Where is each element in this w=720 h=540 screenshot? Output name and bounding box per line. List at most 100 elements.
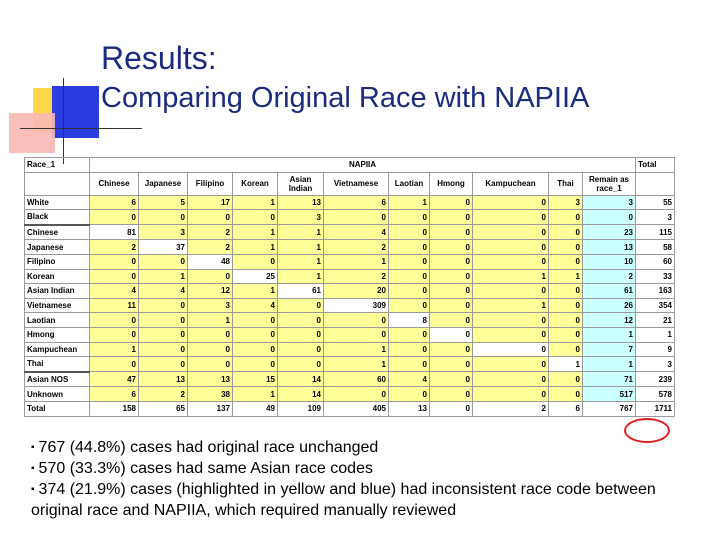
table-cell: 0 (429, 268, 473, 285)
table-cell: 0 (548, 312, 583, 328)
table-cell: 0 (277, 297, 324, 314)
table-row: Kampuchean 1 0 0 0 0 1 0 0 0 0 7 9 (24, 341, 675, 358)
row-total: 3 (635, 209, 675, 226)
table-cell: 2 (323, 268, 389, 285)
table-cell: 0 (138, 341, 188, 358)
table-cell: 0 (472, 386, 549, 402)
table-cell: 12 (582, 312, 636, 328)
table-cell: 0 (277, 356, 324, 373)
crosstab-table: Race_1 NAPIIA Total Chinese Japanese Filipino… (24, 157, 675, 417)
table-cell: 0 (429, 326, 473, 343)
column-header: Hmong (429, 171, 473, 196)
table-cell: 0 (548, 341, 583, 358)
table-cell: 0 (548, 371, 583, 388)
column-header: Kampuchean (472, 171, 549, 196)
table-cell: 0 (429, 224, 473, 241)
table-cell: 0 (187, 356, 233, 373)
logo-blue-block (52, 86, 99, 138)
column-header: Vietnamese (323, 171, 389, 196)
table-cell: 0 (548, 253, 583, 270)
table-cell: 4 (388, 371, 430, 388)
table-cell: 1 (388, 194, 430, 211)
table-cell: 17 (187, 194, 233, 211)
table-cell: 0 (89, 356, 139, 373)
table-cell: 0 (323, 312, 389, 328)
row-total: 578 (635, 386, 675, 402)
table-cell: 0 (232, 341, 278, 358)
table-cell: 1 (277, 239, 324, 255)
table-cell: 0 (472, 312, 549, 328)
table-cell: 0 (429, 386, 473, 402)
group-header: NAPIIA (89, 157, 636, 173)
square-bullet-icon: ▪ (31, 442, 35, 453)
table-cell: 2 (472, 400, 549, 417)
table-row: White 6 5 17 1 13 6 1 0 0 3 3 55 (24, 194, 675, 211)
table-cell: 1 (472, 297, 549, 314)
table-cell: 0 (89, 326, 139, 343)
table-cell: 1 (187, 312, 233, 328)
table-cell: 23 (582, 224, 636, 241)
table-cell: 0 (388, 326, 430, 343)
table-cell: 0 (138, 326, 188, 343)
table-cell: 60 (323, 371, 389, 388)
row-label: Japanese (24, 239, 90, 255)
table-cell: 3 (548, 194, 583, 211)
table-cell: 1 (548, 268, 583, 285)
table-header-row: Race_1 NAPIIA Total (24, 157, 675, 173)
table-cell: 0 (472, 341, 549, 358)
table-cell: 1 (323, 253, 389, 270)
table-cell: 0 (429, 400, 473, 417)
table-cell: 0 (548, 386, 583, 402)
row-total: 1711 (635, 400, 675, 417)
table-cell: 0 (277, 326, 324, 343)
row-total: 1 (635, 326, 675, 343)
table-cell: 13 (277, 194, 324, 211)
table-cell: 0 (388, 209, 430, 226)
row-total: 163 (635, 283, 675, 299)
row-label: Chinese (24, 224, 90, 241)
table-cell: 6 (89, 194, 139, 211)
table-row: Japanese 2 37 2 1 1 2 0 0 0 0 13 58 (24, 239, 675, 255)
table-cell: 0 (472, 326, 549, 343)
table-cell: 0 (388, 283, 430, 299)
row-total: 115 (635, 224, 675, 241)
table-row: Hmong 0 0 0 0 0 0 0 0 0 0 1 1 (24, 326, 675, 343)
table-cell: 767 (582, 400, 636, 417)
table-row: Laotian 0 0 1 0 0 0 8 0 0 0 12 21 (24, 312, 675, 328)
table-cell: 0 (472, 253, 549, 270)
row-label: Laotian (24, 312, 90, 328)
table-cell: 38 (187, 386, 233, 402)
table-cell: 0 (388, 356, 430, 373)
table-cell: 71 (582, 371, 636, 388)
table-cell: 12 (187, 283, 233, 299)
table-cell: 6 (323, 194, 389, 211)
table-cell: 1 (323, 356, 389, 373)
table-cell: 14 (277, 371, 324, 388)
table-cell: 1 (232, 224, 278, 241)
total-header: Total (635, 157, 675, 173)
table-row: Thai 0 0 0 0 0 1 0 0 0 1 1 3 (24, 356, 675, 373)
table-cell: 0 (388, 297, 430, 314)
table-cell: 309 (323, 297, 389, 314)
table-cell: 0 (187, 268, 233, 285)
table-cell: 0 (388, 268, 430, 285)
bullet-item: ▪ 767 (44.8%) cases had original race unc… (31, 439, 379, 456)
table-cell: 0 (323, 386, 389, 402)
slide-title: Results: (101, 40, 217, 76)
table-cell: 0 (472, 194, 549, 211)
table-cell: 61 (277, 283, 324, 299)
table-cell: 0 (138, 253, 188, 270)
row-total: 21 (635, 312, 675, 328)
table-cell: 14 (277, 386, 324, 402)
table-cell: 20 (323, 283, 389, 299)
table-cell: 0 (548, 326, 583, 343)
table-cell: 0 (138, 297, 188, 314)
table-cell: 2 (582, 268, 636, 285)
table-cell: 0 (89, 268, 139, 285)
column-header-row: Chinese Japanese Filipino Korean Asian India… (24, 171, 675, 196)
table-cell: 0 (548, 209, 583, 226)
table-row: Total 158 65 137 49 109 405 13 0 2 6 767 1711 (24, 400, 675, 417)
table-cell: 0 (472, 224, 549, 241)
table-cell: 4 (138, 283, 188, 299)
row-label: Black (24, 209, 90, 226)
